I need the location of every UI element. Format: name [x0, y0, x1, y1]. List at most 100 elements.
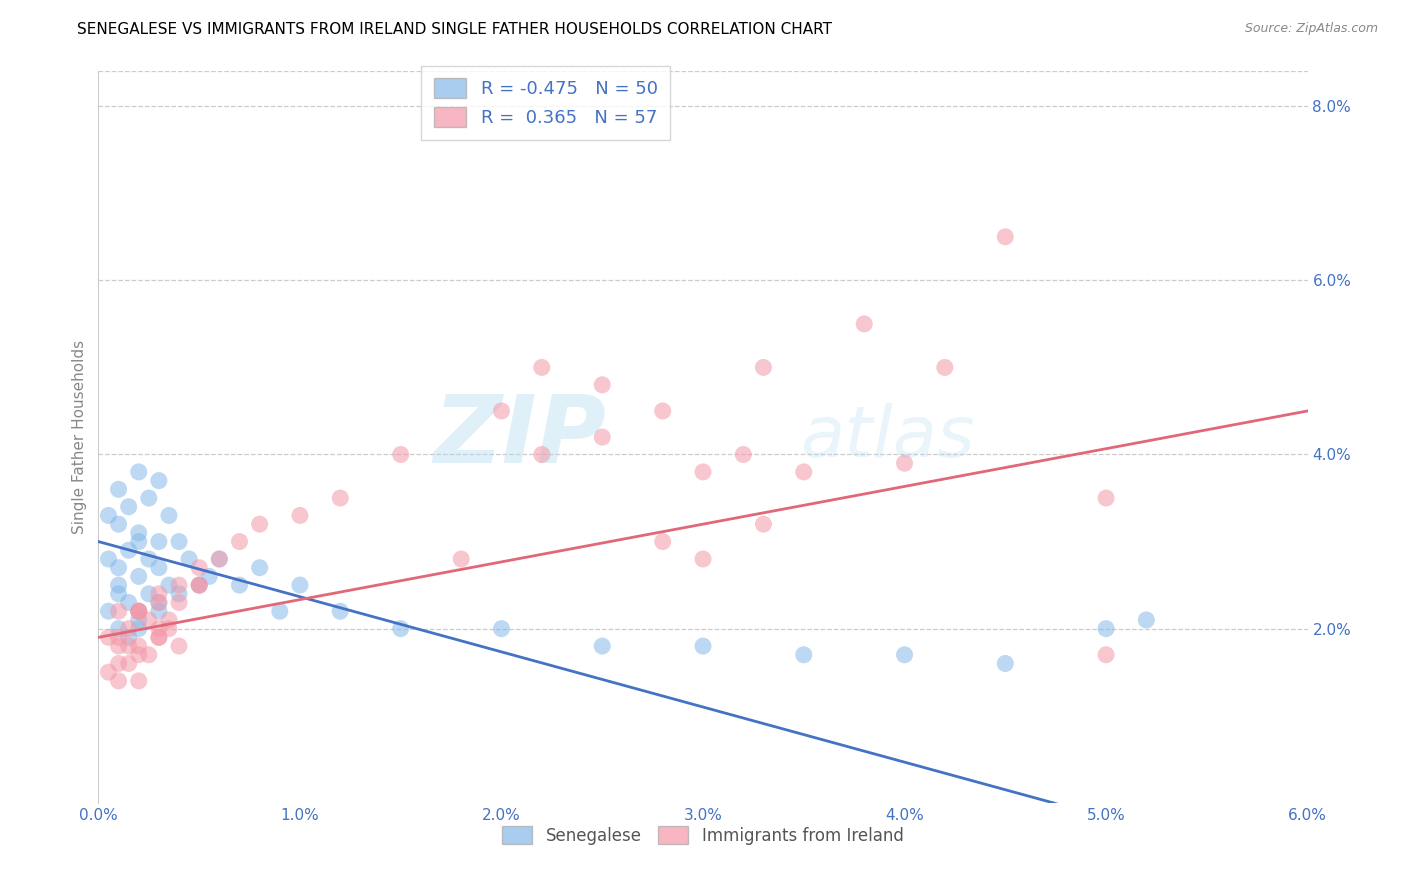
Point [692, 465, 714, 479]
Point [1095, 491, 1118, 505]
Point [128, 534, 150, 549]
Point [450, 552, 472, 566]
Point [188, 578, 211, 592]
Point [107, 483, 129, 497]
Text: ZIP: ZIP [433, 391, 606, 483]
Point [893, 456, 915, 470]
Point [530, 448, 553, 462]
Point [148, 534, 170, 549]
Point [128, 639, 150, 653]
Point [157, 613, 180, 627]
Point [167, 639, 190, 653]
Point [128, 604, 150, 618]
Point [118, 631, 141, 645]
Point [1135, 613, 1157, 627]
Point [530, 360, 553, 375]
Point [692, 639, 714, 653]
Point [107, 639, 129, 653]
Point [491, 622, 513, 636]
Point [138, 648, 160, 662]
Point [752, 517, 775, 532]
Point [167, 578, 190, 592]
Text: SENEGALESE VS IMMIGRANTS FROM IRELAND SINGLE FATHER HOUSEHOLDS CORRELATION CHART: SENEGALESE VS IMMIGRANTS FROM IRELAND SI… [77, 22, 832, 37]
Text: Source: ZipAtlas.com: Source: ZipAtlas.com [1244, 22, 1378, 36]
Point [793, 648, 815, 662]
Point [138, 491, 160, 505]
Point [591, 377, 613, 392]
Point [118, 657, 141, 671]
Point [651, 404, 673, 418]
Point [157, 622, 180, 636]
Point [128, 604, 150, 618]
Point [934, 360, 956, 375]
Point [188, 578, 211, 592]
Point [148, 631, 170, 645]
Point [107, 657, 129, 671]
Point [893, 648, 915, 662]
Point [389, 448, 412, 462]
Point [994, 657, 1017, 671]
Point [733, 448, 755, 462]
Point [138, 587, 160, 601]
Point [167, 587, 190, 601]
Point [853, 317, 876, 331]
Point [118, 595, 141, 609]
Point [128, 525, 150, 540]
Point [157, 508, 180, 523]
Text: atlas: atlas [800, 402, 974, 472]
Point [128, 604, 150, 618]
Point [148, 595, 170, 609]
Point [97, 552, 120, 566]
Point [148, 587, 170, 601]
Legend: Senegalese, Immigrants from Ireland: Senegalese, Immigrants from Ireland [494, 818, 912, 853]
Point [107, 517, 129, 532]
Point [491, 404, 513, 418]
Point [148, 604, 170, 618]
Point [97, 631, 120, 645]
Point [128, 569, 150, 583]
Point [118, 543, 141, 558]
Point [128, 622, 150, 636]
Point [118, 622, 141, 636]
Point [107, 578, 129, 592]
Point [591, 430, 613, 444]
Point [389, 622, 412, 636]
Point [97, 604, 120, 618]
Point [188, 560, 211, 574]
Point [228, 534, 250, 549]
Point [107, 560, 129, 574]
Point [752, 360, 775, 375]
Point [167, 595, 190, 609]
Point [793, 465, 815, 479]
Point [651, 534, 673, 549]
Point [107, 604, 129, 618]
Point [188, 578, 211, 592]
Point [128, 604, 150, 618]
Point [118, 500, 141, 514]
Point [249, 560, 271, 574]
Point [329, 604, 352, 618]
Point [128, 465, 150, 479]
Point [128, 673, 150, 688]
Point [138, 552, 160, 566]
Y-axis label: Single Father Households: Single Father Households [72, 340, 87, 534]
Point [1095, 648, 1118, 662]
Point [148, 474, 170, 488]
Point [198, 569, 221, 583]
Point [249, 517, 271, 532]
Point [107, 622, 129, 636]
Point [994, 229, 1017, 244]
Point [148, 622, 170, 636]
Point [138, 613, 160, 627]
Point [107, 587, 129, 601]
Point [1095, 622, 1118, 636]
Point [288, 508, 311, 523]
Point [107, 631, 129, 645]
Point [148, 560, 170, 574]
Point [692, 552, 714, 566]
Point [167, 534, 190, 549]
Point [591, 639, 613, 653]
Point [228, 578, 250, 592]
Point [148, 631, 170, 645]
Point [97, 508, 120, 523]
